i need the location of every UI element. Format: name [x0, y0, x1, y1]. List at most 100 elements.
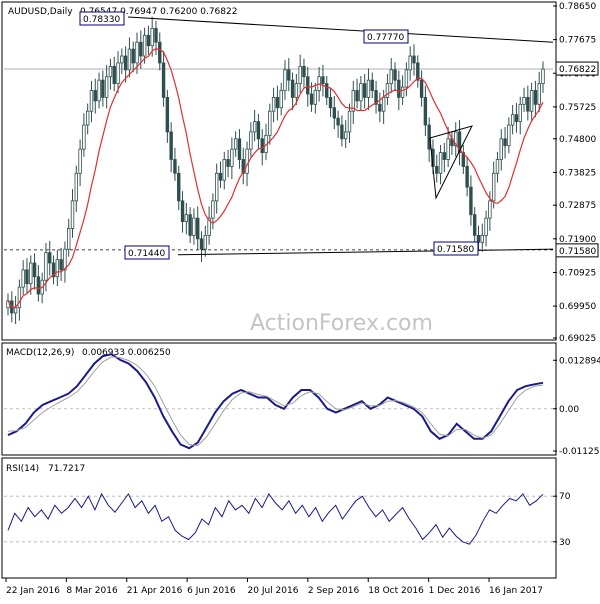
wedge-pattern-lines [429, 125, 473, 200]
candle-body [127, 48, 132, 71]
candle-body [461, 152, 466, 167]
candle-body [488, 200, 492, 219]
reference-level-box [555, 243, 599, 258]
candle-body [290, 79, 295, 98]
candle-body [241, 159, 245, 174]
candle-body [465, 165, 469, 188]
candle-body [404, 69, 409, 88]
candle-body [67, 228, 71, 250]
candle-body [123, 55, 128, 71]
candle-body [230, 148, 234, 167]
candle-body [313, 90, 318, 105]
candle-body [343, 131, 348, 140]
macd-readout: 0.006933 0.006250 [82, 348, 171, 358]
x-tick-label: 2 Sep 2016 [308, 586, 360, 596]
x-tick-label: 20 Jul 2016 [248, 586, 299, 596]
candle-body [146, 34, 151, 47]
candle-body [180, 200, 185, 222]
candle-body [366, 79, 371, 98]
price-y-tick-label: 0.72875 [559, 201, 596, 211]
watermark: ActionForex.com [250, 311, 433, 336]
candle-body [82, 124, 86, 150]
candle-body [203, 234, 208, 250]
candle-body [116, 62, 120, 85]
rsi-title: RSI(14) [6, 464, 39, 474]
candle-body [173, 159, 177, 174]
candle-body [541, 68, 545, 85]
candle-body [184, 214, 189, 222]
candle-body [533, 90, 538, 105]
price-annotation-box [124, 245, 170, 260]
candle-body [287, 69, 291, 81]
candle-body [135, 41, 139, 64]
candle-body [332, 107, 337, 119]
candle-body [29, 262, 33, 285]
price-instrument-label: AUDUSD,Daily [8, 7, 73, 17]
x-tick-label: 6 Jun 2016 [187, 586, 236, 596]
candle-body [370, 79, 374, 91]
candle-body [514, 114, 519, 122]
candle-body [298, 65, 302, 85]
candle-body [51, 262, 56, 278]
candle-body [480, 234, 484, 243]
price-annotation-box [363, 29, 409, 44]
candle-body [188, 214, 192, 236]
candle-body [378, 103, 382, 112]
candle-body [416, 62, 420, 81]
candle-body [469, 186, 473, 216]
macd-layer [4, 353, 553, 450]
price-y-tick-label: 0.77675 [559, 36, 596, 46]
candle-body [55, 259, 60, 278]
macd-title: MACD(12,26,9) [6, 348, 74, 358]
price-y-tick-label: 0.69025 [559, 334, 596, 344]
candle-body [385, 83, 390, 98]
candle-body [108, 65, 113, 78]
candle-body [177, 172, 181, 202]
candle-body [154, 28, 158, 43]
candle-body [70, 200, 75, 229]
candle-body [104, 76, 109, 98]
macd-signal-line [7, 356, 544, 447]
candle-body [161, 62, 166, 98]
candle-body [473, 214, 477, 236]
rsi-line [7, 492, 544, 545]
candle-body [142, 34, 147, 57]
x-tick-label: 1 Dec 2016 [429, 586, 481, 596]
candle-body [120, 55, 124, 64]
candle-body [423, 97, 428, 126]
candle-body [476, 234, 481, 243]
candle-body [427, 124, 431, 150]
candle-body [362, 83, 367, 98]
candle-body [355, 90, 359, 102]
x-tick-label: 8 Mar 2016 [66, 586, 118, 596]
candle-body [340, 124, 344, 140]
candle-body [25, 269, 29, 285]
candle-body [510, 114, 515, 126]
reference-level-label: 0.71580 [559, 247, 596, 257]
price-y-tick-label: 0.70925 [559, 268, 596, 278]
price-y-tick-label: 0.73825 [559, 168, 596, 178]
candle-body [408, 55, 412, 71]
candle-body [279, 90, 283, 109]
candle-body [438, 152, 443, 174]
candle-body [499, 138, 503, 160]
candle-body [484, 217, 488, 236]
candle-body [89, 90, 94, 112]
candle-body [522, 97, 526, 105]
candle-body [139, 41, 143, 57]
candle-body [44, 252, 48, 281]
price-annotation-label: 0.77770 [367, 33, 404, 43]
candle-body [507, 124, 511, 147]
candle-body [381, 97, 386, 112]
candle-body [495, 159, 500, 174]
price-annotation-label: 0.71580 [437, 245, 474, 255]
candle-body [59, 259, 63, 271]
candle-body [268, 110, 272, 136]
candle-body [93, 90, 97, 102]
candle-body [218, 172, 223, 181]
candle-body [165, 97, 170, 133]
candle-body [36, 276, 41, 295]
candle-body [237, 138, 242, 160]
